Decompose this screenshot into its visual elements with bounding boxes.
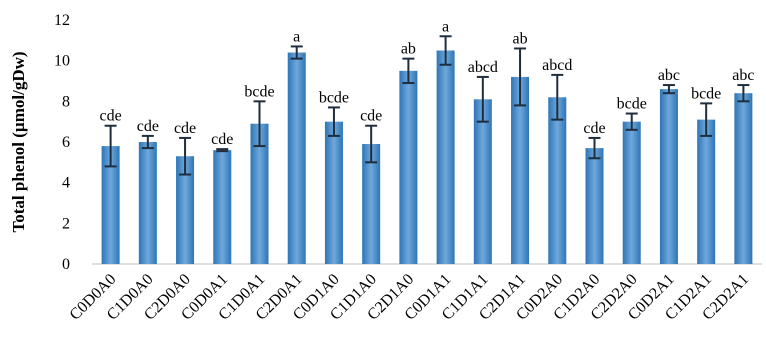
y-axis-title: Total phenol (µmol/gDw) [9, 51, 28, 232]
significance-label: ab [401, 41, 416, 58]
y-tick-label: 6 [62, 134, 70, 151]
error-bar [662, 84, 675, 95]
significance-label: abc [732, 67, 754, 84]
significance-label: cde [174, 120, 196, 137]
y-tick-label: 10 [54, 53, 70, 70]
significance-label: a [442, 18, 449, 35]
bar [399, 70, 418, 264]
bar [213, 150, 232, 264]
significance-label: bcde [617, 96, 647, 113]
error-bar [439, 35, 452, 66]
error-bar [476, 75, 489, 123]
error-bar [588, 136, 601, 160]
bar [697, 119, 716, 264]
error-bar [700, 102, 713, 137]
y-tick-label: 0 [62, 256, 70, 273]
significance-label: cde [137, 118, 159, 135]
significance-label: bcde [319, 89, 349, 106]
significance-label: ab [513, 30, 528, 47]
y-tick-label: 4 [62, 175, 70, 192]
error-bar [737, 84, 750, 103]
bar [362, 144, 381, 264]
error-bar [551, 73, 564, 121]
bar [176, 156, 195, 264]
significance-label: cde [211, 131, 233, 148]
significance-label: abcd [468, 59, 498, 76]
error-bar [216, 148, 229, 153]
error-bar [514, 47, 527, 107]
bar [324, 121, 343, 265]
bar [436, 50, 455, 264]
significance-label: abcd [542, 57, 572, 74]
error-bar [365, 124, 378, 164]
bar [511, 76, 530, 264]
bar [585, 148, 604, 264]
bar [734, 93, 753, 264]
y-tick-label: 8 [62, 93, 70, 110]
error-bar [104, 124, 117, 168]
bar [659, 89, 678, 264]
bar [250, 123, 269, 264]
y-tick-label: 2 [62, 215, 70, 232]
significance-label: a [293, 28, 300, 45]
bar [473, 99, 492, 264]
significance-label: bcde [691, 85, 721, 102]
significance-label: cde [360, 108, 382, 125]
bar [138, 142, 157, 264]
error-bar [402, 57, 415, 85]
bar [101, 146, 120, 264]
error-bar [327, 106, 340, 137]
bar [622, 121, 641, 265]
significance-label: cde [583, 120, 605, 137]
significance-label: cde [100, 108, 122, 125]
significance-label: bcde [244, 83, 274, 100]
error-bar [290, 45, 303, 60]
bar [287, 52, 306, 265]
error-bar [141, 134, 154, 150]
y-tick-label: 12 [54, 12, 70, 29]
error-bar [625, 112, 638, 131]
bar [548, 97, 567, 265]
significance-label: abc [658, 67, 680, 84]
error-bar [253, 100, 266, 148]
error-bar [179, 136, 192, 176]
